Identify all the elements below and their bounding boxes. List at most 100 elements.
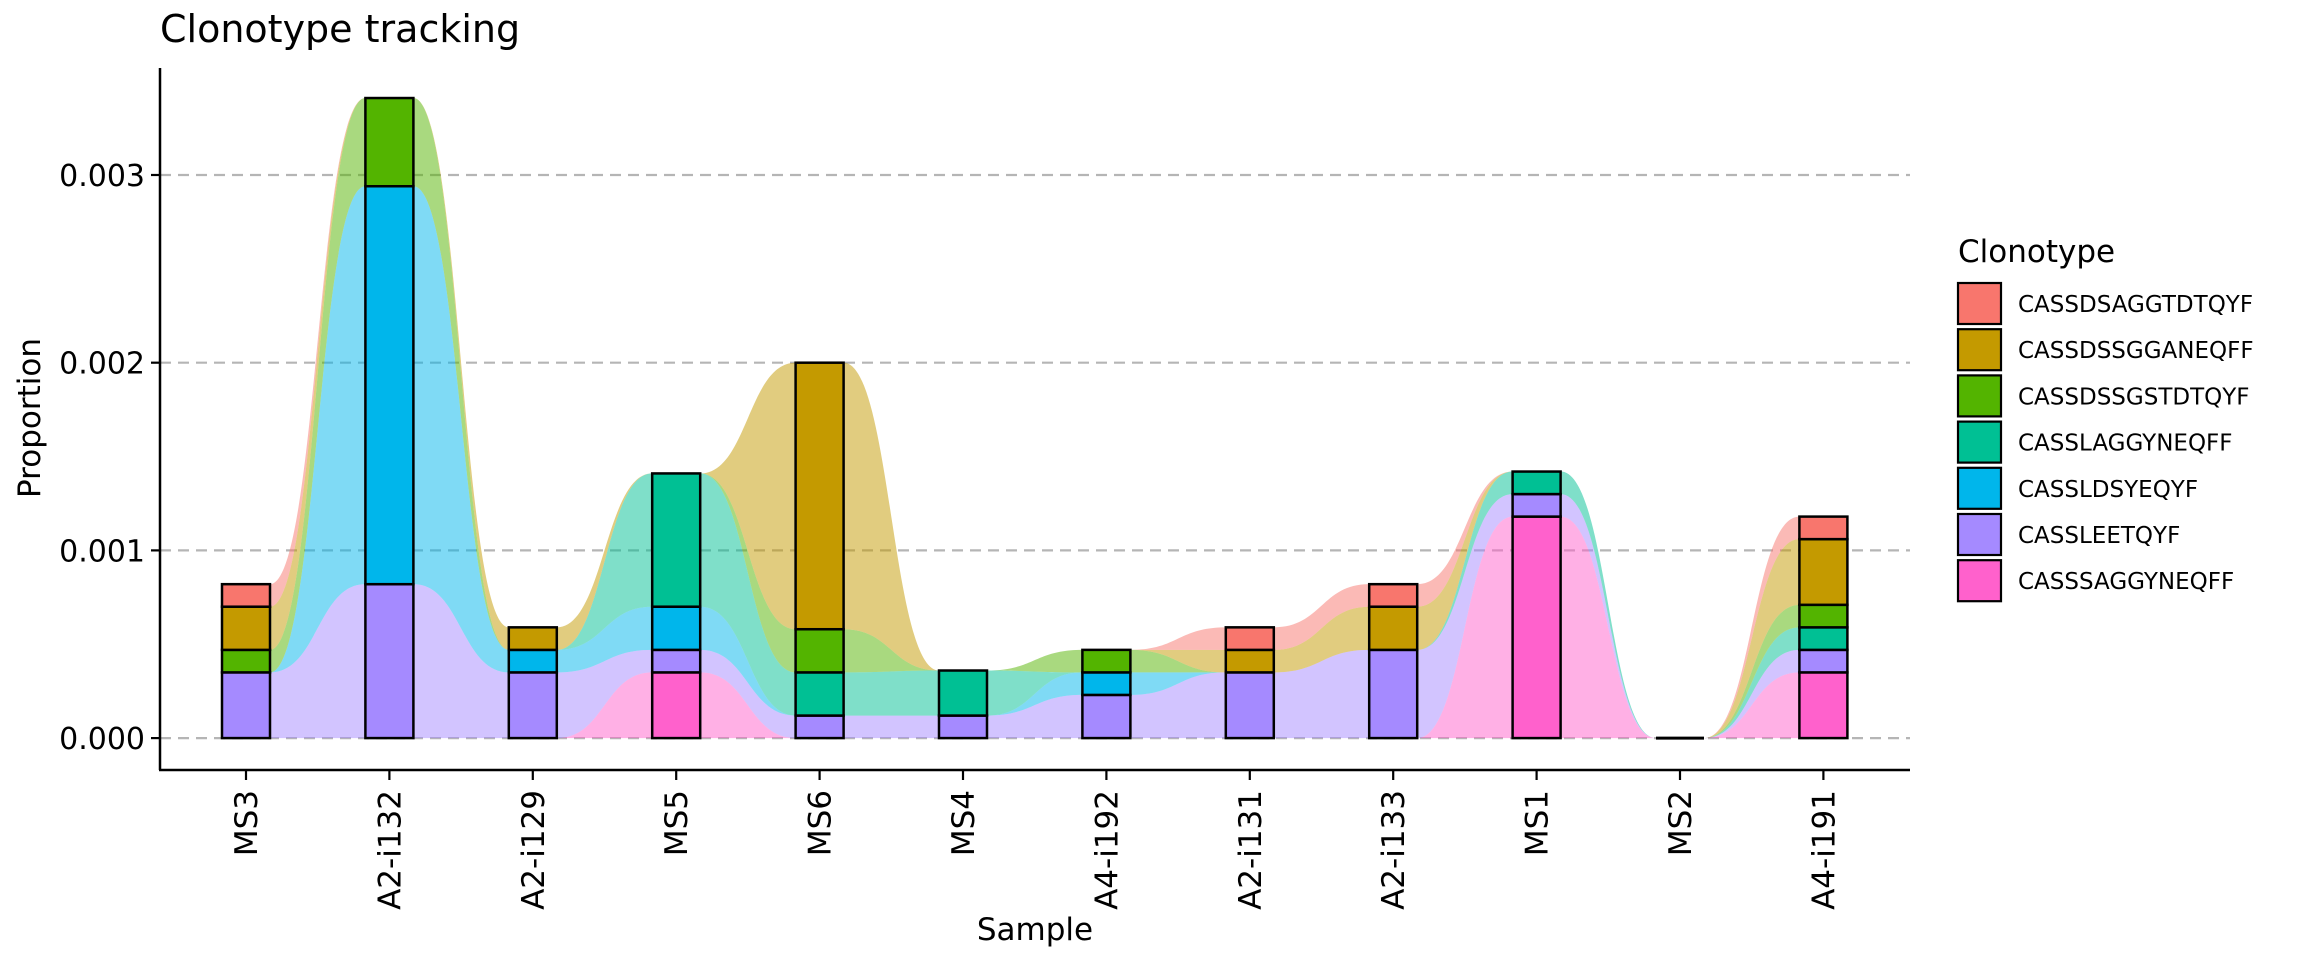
bar-segment <box>364 582 415 740</box>
y-tick-label: 0.002 <box>59 347 145 382</box>
bar-segment <box>220 671 272 740</box>
alluvium-flow <box>700 473 796 673</box>
alluvium-flow <box>556 606 653 673</box>
alluvium-flow <box>700 362 796 630</box>
bar-segment <box>1798 537 1849 607</box>
bar-segment <box>1798 515 1849 541</box>
bar-segment <box>1798 648 1849 674</box>
y-ticks: 0.000 0.001 0.002 0.003 <box>59 159 160 757</box>
alluvium-flow <box>270 98 366 673</box>
bar-segment <box>794 627 845 674</box>
alluvium-flow <box>700 649 796 739</box>
alluvium-flow <box>843 670 939 716</box>
bar-segment <box>220 582 272 608</box>
alluvium-flow <box>556 473 653 650</box>
bar-segment <box>1511 470 1562 496</box>
legend-label: CASSLAGGYNEQFF <box>2018 431 2233 457</box>
alluvium-flow <box>987 670 1083 716</box>
x-tick-label: MS5 <box>659 790 695 856</box>
alluvium-flow <box>413 186 509 673</box>
legend-swatch <box>1956 559 2003 603</box>
y-tick-label: 0.001 <box>59 534 145 569</box>
y-axis-label: Proportion <box>12 338 48 498</box>
bar-segment <box>1798 603 1849 629</box>
alluvium-flow <box>700 473 796 716</box>
bar-segment <box>364 96 415 188</box>
bar-segment <box>507 671 559 740</box>
alluvium-flow <box>1130 649 1226 673</box>
x-tick-label: A2-i131 <box>1233 790 1269 910</box>
x-tick-label: MS4 <box>946 790 982 856</box>
alluvium-flow <box>987 672 1083 716</box>
bar-segment <box>794 671 845 717</box>
legend-swatch <box>1956 420 2003 464</box>
x-axis-label: Sample <box>977 912 1093 948</box>
alluvium-flow <box>1130 672 1226 695</box>
bar-segment <box>937 669 989 717</box>
bar-segment <box>1224 626 1276 652</box>
bar-segment <box>1081 693 1132 740</box>
y-tick-label: 0.003 <box>59 159 145 194</box>
alluvium-flow <box>987 649 1083 673</box>
alluvium-flow <box>413 98 509 650</box>
x-tick-label: A4-i191 <box>1806 790 1842 910</box>
legend-label: CASSDSSGSTDTQYF <box>2018 384 2250 410</box>
bar-segment <box>650 648 702 674</box>
bar-segment <box>1798 626 1849 652</box>
bar-segment <box>1081 648 1132 674</box>
alluvium-areas <box>270 98 1800 739</box>
alluvium-flow <box>1417 471 1513 650</box>
legend-label: CASSDSAGGTDTQYF <box>2018 292 2253 318</box>
alluvium-flow <box>1417 516 1513 739</box>
bar-segment <box>1511 492 1562 518</box>
alluvium-flow <box>413 584 509 739</box>
bar-segment <box>1511 515 1562 740</box>
bar-segment <box>650 605 702 652</box>
alluvium-flow <box>413 98 509 650</box>
bar-segment <box>220 648 272 674</box>
alluvium-flow <box>270 584 366 739</box>
alluvium-flow <box>1130 649 1226 673</box>
bar-segment <box>1367 648 1419 740</box>
bar-segment <box>1081 671 1132 697</box>
legend-title: Clonotype <box>1958 234 2115 270</box>
legend-swatch <box>1956 281 2003 326</box>
x-tick-label: MS1 <box>1520 790 1556 856</box>
bar-segment <box>364 185 415 586</box>
bar-segment <box>937 714 989 740</box>
legend-label: CASSLDSYEQYF <box>2018 477 2198 503</box>
axes <box>158 68 1910 772</box>
legend: Clonotype CASSDSAGGTDTQYF CASSDSSGGANEQFF… <box>1956 234 2254 603</box>
bar-segment <box>1798 671 1849 740</box>
x-tick-label: A2-i129 <box>516 790 552 910</box>
y-tick-label: 0.000 <box>59 722 145 757</box>
bar-segment <box>507 626 559 652</box>
alluvium-flow <box>1273 606 1370 673</box>
x-tick-label: A4-i192 <box>1089 790 1125 910</box>
legend-swatch <box>1956 512 2003 557</box>
bar-segment <box>1224 648 1276 674</box>
legend-swatch <box>1956 328 2003 372</box>
legend-label: CASSSAGGYNEQFF <box>2018 569 2234 595</box>
alluvium-flow <box>1130 672 1226 739</box>
bar-segment <box>507 648 559 674</box>
alluvium-flow <box>1417 471 1513 650</box>
x-tick-label: A2-i133 <box>1376 790 1412 910</box>
bar-segment <box>1224 671 1276 740</box>
legend-swatch <box>1956 466 2003 510</box>
alluvium-flow <box>1417 471 1513 607</box>
alluvium-flow <box>556 672 653 739</box>
alluvium-flow <box>700 672 796 739</box>
x-ticks: MS3 A2-i132 A2-i129 MS5 MS6 MS4 A4-i192 A2-i131… <box>229 770 1842 910</box>
legend-label: CASSDSSGGANEQFF <box>2018 338 2254 364</box>
alluvium-flow <box>1704 516 1800 739</box>
bar-segment <box>1367 605 1419 652</box>
alluvium-flow <box>843 362 939 671</box>
alluvium-flow <box>1273 584 1370 650</box>
x-tick-label: MS6 <box>803 790 839 856</box>
bar-segment <box>650 472 702 608</box>
alluvium-flow <box>1273 649 1370 739</box>
chart-title: Clonotype tracking <box>160 7 520 51</box>
alluvium-flow <box>843 715 939 739</box>
